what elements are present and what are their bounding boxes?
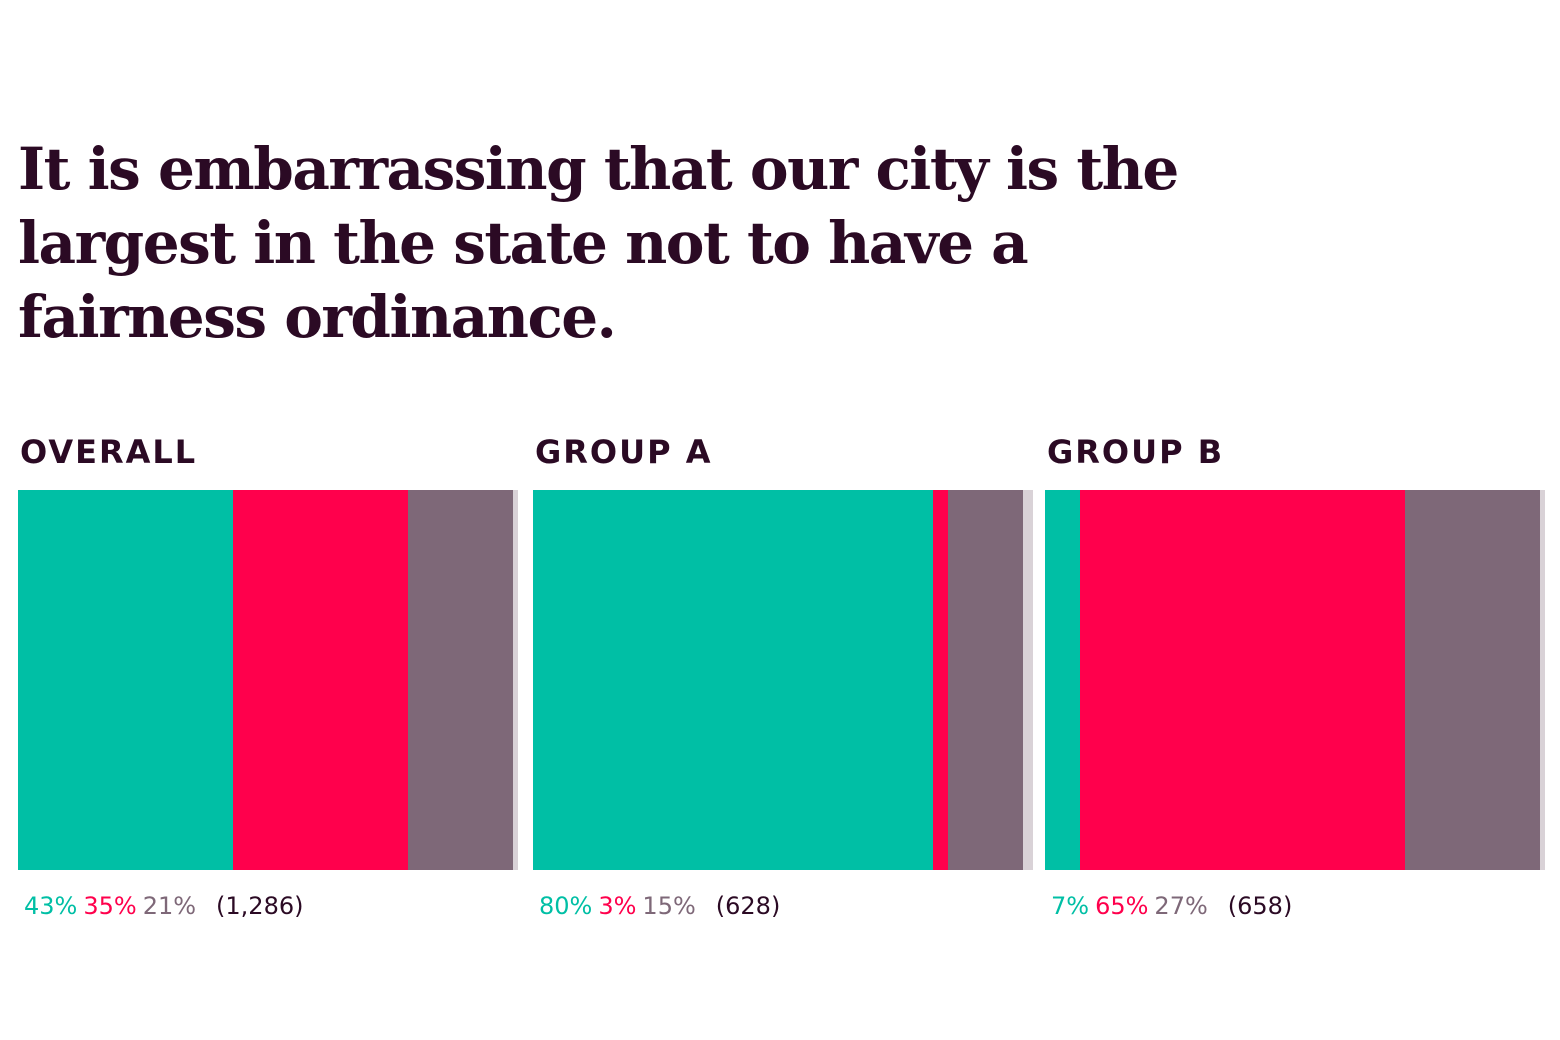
- panel-label-group-a: GROUP A: [535, 433, 713, 471]
- panel-overall: OVERALL 43% 35% 21% (1,286): [18, 430, 518, 930]
- panel-label-overall: OVERALL: [20, 433, 198, 471]
- value-label-group-b-unsure: 27%: [1154, 892, 1208, 920]
- stacked-bar-overall: [18, 490, 518, 870]
- bar-segment-group-b-unsure: [1405, 490, 1540, 870]
- chart-title: It is embarrassing that our city is the …: [18, 135, 1179, 351]
- value-label-overall-disagree: 35%: [83, 892, 137, 920]
- sample-count-group-b: (658): [1227, 892, 1293, 920]
- panel-label-group-b: GROUP B: [1047, 433, 1225, 471]
- bar-segment-group-b-disagree: [1080, 490, 1405, 870]
- value-label-group-a-unsure: 15%: [642, 892, 696, 920]
- bar-segment-overall-agree: [18, 490, 233, 870]
- stats-row-group-a: 80% 3% 15% (628): [539, 890, 780, 922]
- bar-segment-group-a-disagree: [933, 490, 948, 870]
- sample-count-overall: (1,286): [216, 892, 304, 920]
- stacked-bar-group-b: [1045, 490, 1545, 870]
- value-label-group-a-agree: 80%: [539, 892, 593, 920]
- bar-segment-group-b-agree: [1045, 490, 1080, 870]
- value-label-group-a-disagree: 3%: [598, 892, 637, 920]
- bar-segment-group-a-unsure: [948, 490, 1023, 870]
- panel-group-b: GROUP B 7% 65% 27% (658): [1045, 430, 1545, 930]
- panel-group-a: GROUP A 80% 3% 15% (628): [533, 430, 1033, 930]
- value-label-overall-unsure: 21%: [142, 892, 197, 920]
- value-label-overall-agree: 43%: [24, 892, 78, 920]
- value-label-group-b-agree: 7%: [1051, 892, 1090, 920]
- stats-row-overall: 43% 35% 21% (1,286): [24, 890, 303, 922]
- bar-segment-group-a-agree: [533, 490, 933, 870]
- bar-segment-overall-unsure: [408, 490, 513, 870]
- value-label-group-b-disagree: 65%: [1095, 892, 1149, 920]
- stacked-bar-group-a: [533, 490, 1033, 870]
- sample-count-group-a: (628): [715, 892, 781, 920]
- bar-segment-overall-disagree: [233, 490, 408, 870]
- stats-row-group-b: 7% 65% 27% (658): [1051, 890, 1292, 922]
